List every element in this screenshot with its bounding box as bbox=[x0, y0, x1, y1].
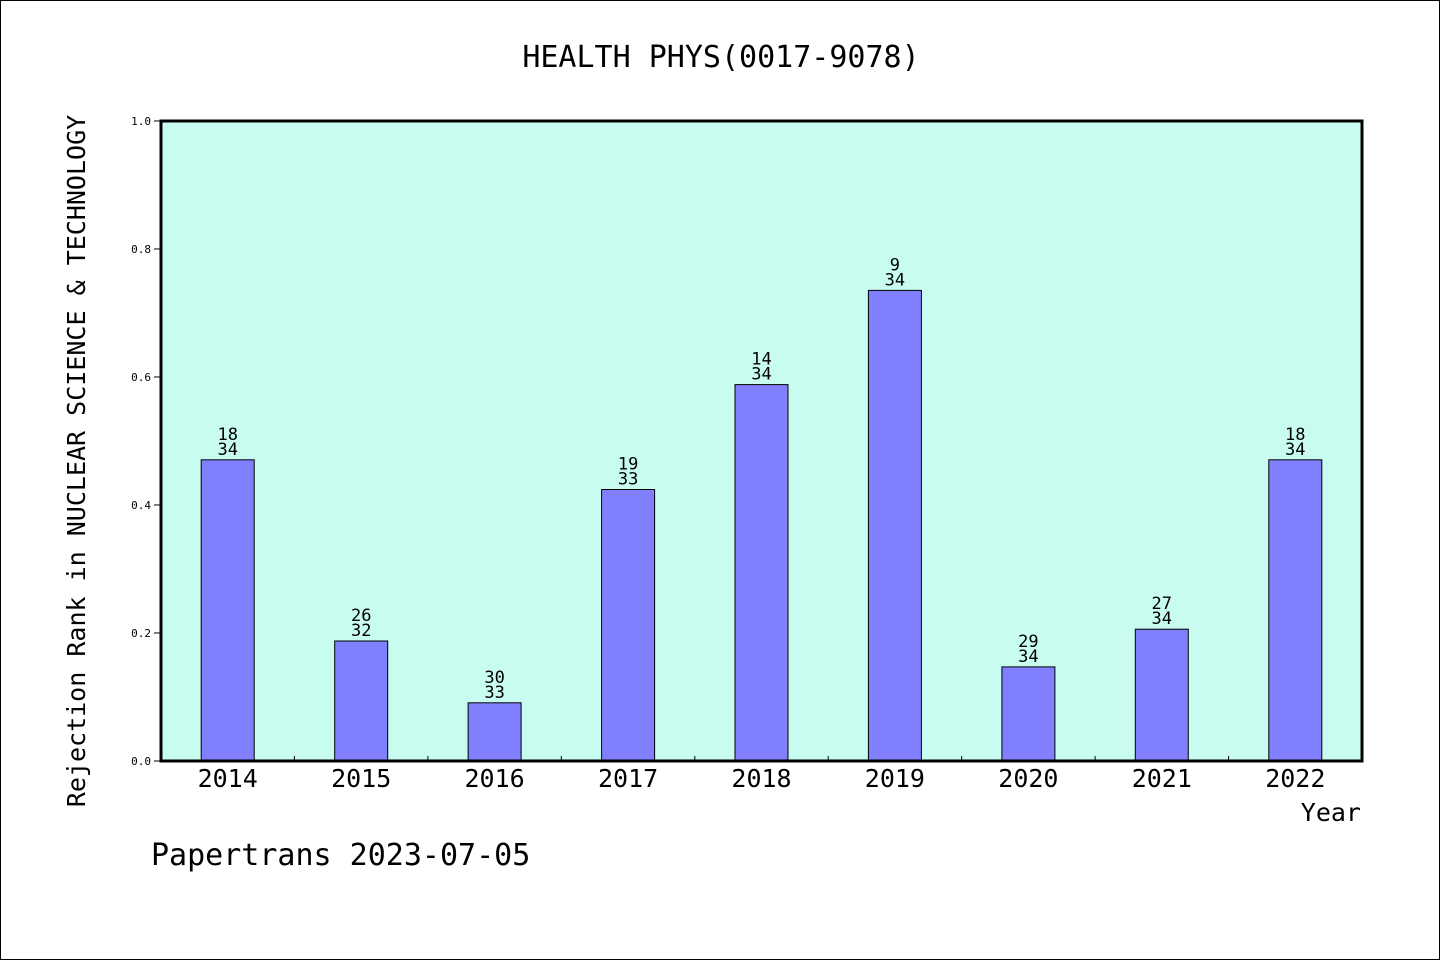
bar-2021 bbox=[1134, 628, 1189, 762]
y-tick-label-0.4: 0.4 bbox=[131, 499, 151, 512]
bar-rank-label-2018: 14 bbox=[751, 350, 771, 370]
bar-rank-label-2014: 18 bbox=[217, 425, 237, 445]
x-tick-label-2015: 2015 bbox=[331, 764, 391, 793]
bar-total-label-2016: 33 bbox=[484, 683, 504, 703]
x-tick-label-2017: 2017 bbox=[598, 764, 658, 793]
bar-total-label-2021: 34 bbox=[1152, 609, 1172, 629]
x-tick-label-2018: 2018 bbox=[731, 764, 791, 793]
bar-total-label-2018: 34 bbox=[751, 365, 771, 385]
y-axis-label: Rejection Rank in NUCLEAR SCIENCE & TECH… bbox=[62, 115, 91, 807]
bar-2017 bbox=[601, 489, 656, 762]
y-tick-label-0.2: 0.2 bbox=[131, 627, 151, 640]
bar-2019 bbox=[867, 289, 922, 762]
x-tick-label-2021: 2021 bbox=[1132, 764, 1192, 793]
bar-2014 bbox=[200, 459, 255, 762]
y-tick-label-0.8: 0.8 bbox=[131, 243, 151, 256]
y-axis: 0.0 0.2 0.4 0.6 0.8 1.0 bbox=[131, 115, 161, 768]
bar-total-label-2017: 33 bbox=[618, 470, 638, 490]
bar-rank-label-2019: 9 bbox=[890, 255, 900, 275]
plot-border bbox=[159, 119, 1364, 763]
bars-group bbox=[200, 289, 1323, 762]
bar-2020 bbox=[1001, 666, 1056, 762]
y-tick-label-0.6: 0.6 bbox=[131, 371, 151, 384]
bar-2022 bbox=[1268, 459, 1323, 762]
bar-rank-label-2021: 27 bbox=[1152, 594, 1172, 614]
x-tick-label-2020: 2020 bbox=[998, 764, 1058, 793]
bar-total-label-2015: 32 bbox=[351, 621, 371, 641]
y-tick-label-1.0: 1.0 bbox=[131, 115, 151, 128]
chart-title: HEALTH PHYS(0017-9078) bbox=[522, 40, 919, 75]
footer-credit: Papertrans 2023-07-05 bbox=[151, 838, 530, 873]
bar-rank-label-2017: 19 bbox=[618, 455, 638, 475]
x-axis: 2014 2015 2016 2017 2018 2019 2020 2021 2022 bbox=[198, 756, 1325, 793]
bar-2016 bbox=[467, 702, 522, 762]
y-tick-label-0.0: 0.0 bbox=[131, 755, 151, 768]
bar-2015 bbox=[334, 640, 389, 762]
bar-total-label-2014: 34 bbox=[217, 440, 237, 460]
bar-rank-label-2016: 30 bbox=[484, 668, 504, 688]
x-tick-label-2014: 2014 bbox=[198, 764, 258, 793]
x-tick-label-2016: 2016 bbox=[464, 764, 524, 793]
bar-rank-label-2020: 29 bbox=[1018, 632, 1038, 652]
x-tick-label-2019: 2019 bbox=[865, 764, 925, 793]
bar-total-label-2019: 34 bbox=[885, 270, 905, 290]
bar-rank-label-2015: 26 bbox=[351, 606, 371, 626]
bar-total-label-2020: 34 bbox=[1018, 647, 1038, 667]
bar-2018 bbox=[734, 384, 789, 762]
bar-total-label-2022: 34 bbox=[1285, 440, 1305, 460]
x-tick-label-2022: 2022 bbox=[1265, 764, 1325, 793]
x-axis-label: Year bbox=[1301, 798, 1361, 827]
bar-rank-label-2022: 18 bbox=[1285, 425, 1305, 445]
